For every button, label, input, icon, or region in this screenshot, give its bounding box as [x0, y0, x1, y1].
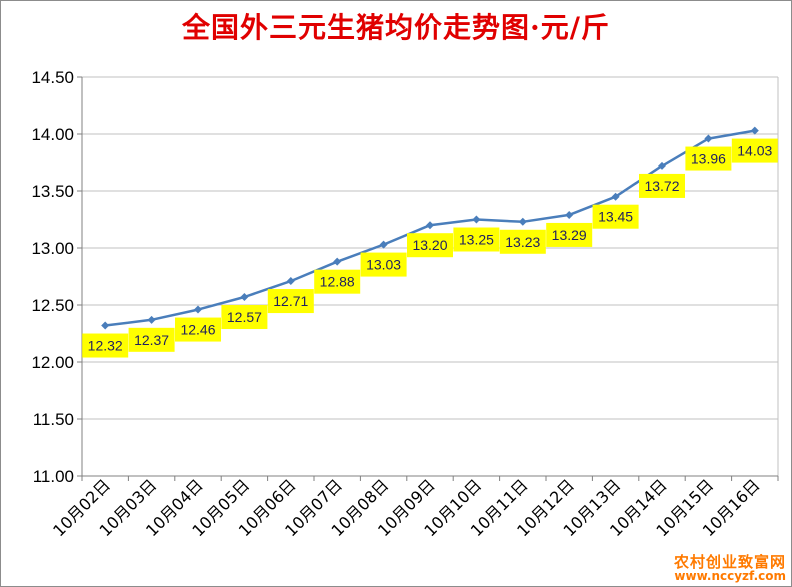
data-label: 13.96 [691, 151, 726, 167]
data-label: 12.37 [134, 332, 169, 348]
data-label: 13.03 [366, 257, 401, 273]
data-point [565, 210, 574, 219]
watermark: 农村创业致富网 www.nccyzf.com [673, 552, 786, 584]
y-axis-ticks: 11.00 11.50 12.00 12.50 13.00 13.50 14.00 14.50 [31, 68, 74, 486]
data-point [194, 305, 202, 314]
y-tick-label: 14.00 [31, 125, 74, 144]
y-tick-label: 13.50 [31, 182, 74, 201]
data-label-bg [407, 233, 453, 258]
series-price [101, 126, 759, 330]
data-label: 13.29 [552, 227, 587, 243]
data-label-bg [314, 269, 361, 294]
data-label: 13.23 [505, 234, 540, 250]
data-label: 12.32 [88, 338, 123, 354]
watermark-url: www.nccyzf.com [674, 569, 786, 584]
data-label: 12.88 [320, 274, 355, 290]
y-tick-label: 14.50 [31, 68, 74, 87]
data-label-bg [453, 227, 500, 252]
gridlines [82, 76, 779, 476]
data-label: 13.25 [459, 232, 494, 248]
data-label-bg [731, 138, 778, 163]
data-label-bg [546, 222, 593, 247]
data-label: 13.45 [598, 209, 633, 225]
data-label-bg [499, 229, 546, 254]
data-point [147, 315, 156, 324]
data-point [658, 161, 666, 170]
data-label-bg [685, 146, 732, 171]
data-label: 13.20 [412, 237, 447, 253]
data-point [286, 277, 295, 286]
data-label-bg [267, 289, 314, 314]
data-label: 12.46 [180, 322, 215, 338]
y-tick-label: 11.50 [33, 410, 74, 429]
data-point [240, 293, 249, 302]
chart-title: 全国外三元生猪均价走势图·元/斤 [182, 11, 610, 44]
data-label-bg [82, 333, 129, 358]
data-label-bg [221, 305, 268, 330]
data-label-bg [592, 204, 639, 229]
data-label-bg [360, 252, 407, 277]
x-axis-ticks: 10月02日10月03日10月04日10月05日10月06日10月07日10月0… [49, 475, 763, 540]
data-labels: 12.32 12.37 12.46 12.57 12.71 12.88 13.03 13.20… [82, 138, 778, 358]
data-label: 14.03 [737, 143, 772, 159]
data-label: 12.71 [273, 293, 308, 309]
data-label: 13.72 [644, 178, 679, 194]
y-tick-label: 12.00 [31, 353, 74, 372]
y-tick-label: 11.00 [33, 467, 74, 486]
data-point [472, 215, 481, 224]
axes [77, 76, 779, 481]
watermark-site-name: 农村创业致富网 [673, 552, 786, 571]
data-point [379, 240, 388, 249]
data-point [518, 217, 527, 226]
y-tick-label: 13.00 [31, 239, 74, 258]
data-label-bg [175, 317, 221, 342]
data-point [333, 257, 342, 266]
data-label-bg [128, 327, 175, 352]
data-point [704, 134, 713, 143]
data-point [101, 321, 110, 330]
y-tick-label: 12.50 [31, 296, 74, 315]
data-label-bg [639, 173, 685, 198]
data-point [611, 192, 620, 201]
data-point [750, 126, 759, 135]
data-point [426, 221, 434, 230]
data-label: 12.57 [227, 309, 262, 325]
